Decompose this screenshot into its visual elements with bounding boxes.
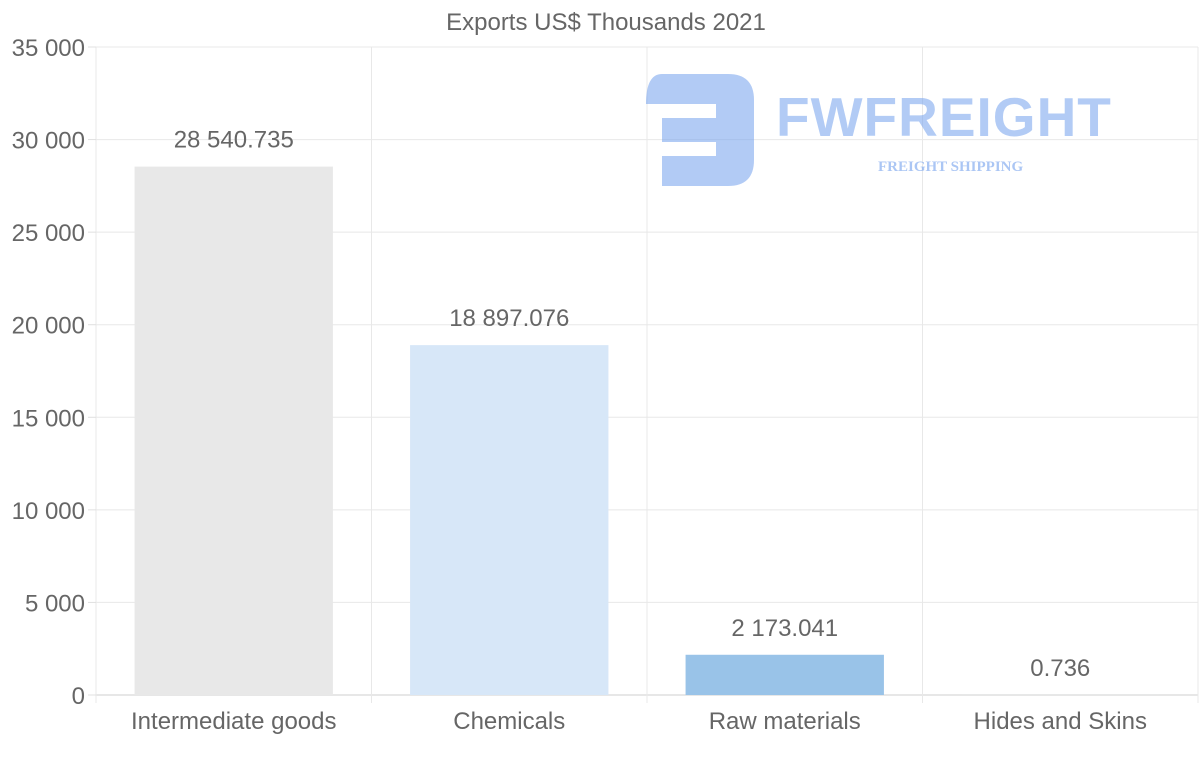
y-tick-label: 10 000	[12, 498, 85, 525]
y-tick-label: 0	[72, 683, 85, 710]
x-tick-label: Hides and Skins	[974, 708, 1147, 735]
data-label: 2 173.041	[731, 615, 838, 642]
chart-title: Exports US$ Thousands 2021	[446, 9, 766, 36]
data-labels: 28 540.735 18 897.076 2 173.041 0.736	[174, 127, 1091, 682]
bar-raw-materials	[685, 654, 884, 695]
data-label: 28 540.735	[174, 127, 294, 154]
x-tick-label: Intermediate goods	[131, 708, 336, 735]
x-tick-label: Raw materials	[709, 708, 861, 735]
y-tick-label: 20 000	[12, 313, 85, 340]
data-label: 18 897.076	[449, 305, 569, 332]
y-tick-label: 15 000	[12, 405, 85, 432]
axes: 0 5 000 10 000 15 000 20 000 25 000 30 000 35 0…	[12, 35, 1147, 735]
bar-intermediate-goods	[134, 166, 333, 695]
bar-chemicals	[410, 345, 609, 695]
data-label: 0.736	[1030, 655, 1090, 682]
y-tick-label: 5 000	[25, 590, 85, 617]
x-tick-label: Chemicals	[453, 708, 565, 735]
y-tick-label: 30 000	[12, 128, 85, 155]
bars	[134, 166, 1160, 695]
y-tick-label: 35 000	[12, 35, 85, 62]
y-tick-label: 25 000	[12, 220, 85, 247]
